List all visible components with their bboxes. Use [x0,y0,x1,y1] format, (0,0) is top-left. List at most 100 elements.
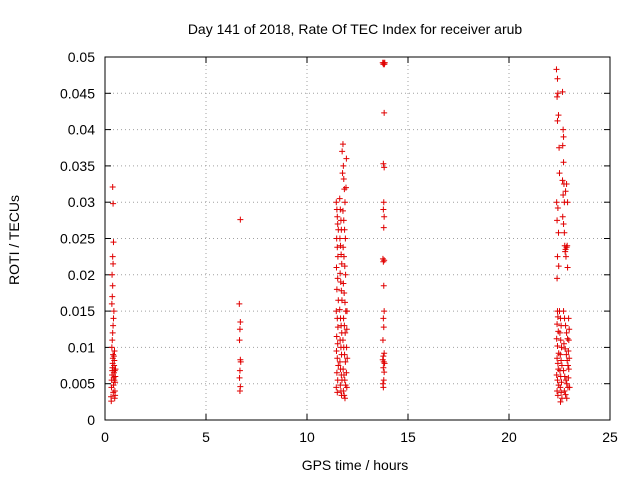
data-point [560,367,567,374]
data-point [554,253,561,260]
data-points [108,59,573,405]
data-point [559,88,566,95]
data-point [343,369,350,376]
data-point [558,379,565,386]
data-point [336,358,343,365]
data-point [343,326,350,333]
data-point [237,216,244,223]
data-point [334,213,341,220]
data-point [342,271,349,278]
data-point [380,324,387,331]
data-point [340,387,347,394]
data-point [565,366,572,373]
axes: 0 5 10 15 20 25 0 0.005 0.01 0.015 0.02 0.025 0.03 0.… [60,49,618,445]
data-point [555,229,562,236]
data-point [112,366,119,373]
data-point [111,367,118,374]
data-point [333,348,340,355]
data-point [562,253,569,260]
data-point [380,206,387,213]
data-point [236,337,243,344]
data-point [334,253,341,260]
data-point [564,264,571,271]
y-tick-label: 0.04 [68,122,95,138]
data-point [553,199,560,206]
data-point [553,66,560,73]
data-point [334,355,341,362]
data-point [381,369,388,376]
data-point [554,275,561,282]
data-point [334,340,341,347]
data-point [341,322,348,329]
data-point [110,239,117,246]
data-point [109,337,116,344]
data-point [380,282,387,289]
data-point [559,213,566,220]
data-point [236,326,243,333]
data-point [334,275,341,282]
data-point [381,213,388,220]
data-point [342,358,349,365]
data-point [341,199,348,206]
data-point [554,93,561,100]
data-point [338,297,345,304]
data-point [380,315,387,322]
data-point [342,329,349,336]
data-point [340,244,347,251]
data-point [108,344,115,351]
y-tick-label: 0.045 [60,85,95,101]
data-point [341,289,348,296]
y-tick-label: 0.05 [68,49,95,65]
data-point [381,109,388,116]
data-point [560,220,567,227]
data-point [379,337,386,344]
data-point [108,300,115,307]
y-tick-label: 0.01 [68,339,95,355]
data-point [336,195,343,202]
data-point [566,326,573,333]
data-point [110,322,117,329]
data-point [553,371,560,378]
data-point [554,360,561,367]
data-point [342,235,349,242]
data-point [341,351,348,358]
data-point [554,313,561,320]
data-point [343,155,350,162]
data-point [109,253,116,260]
grid-lines [105,57,610,420]
data-point [556,144,563,151]
data-point [556,329,563,336]
data-point [338,260,345,267]
data-point [237,358,244,365]
data-point [555,263,562,270]
chart-title: Day 141 of 2018, Rate Of TEC Index for r… [188,21,523,37]
data-point [560,191,567,198]
data-point [109,329,116,336]
data-point [564,199,571,206]
data-point [110,308,117,315]
data-point [554,205,561,212]
data-point [562,322,569,329]
data-point [333,384,340,391]
data-point [111,377,118,384]
data-point [339,141,346,148]
data-point [340,175,347,182]
data-point [561,373,568,380]
data-point [109,293,116,300]
y-tick-label: 0.02 [68,267,95,283]
data-point [554,387,561,394]
data-point [381,164,388,171]
data-point [333,308,340,315]
data-point [380,224,387,231]
y-tick-label: 0 [87,412,95,428]
data-point [560,159,567,166]
data-point [111,348,118,355]
data-point [563,181,570,188]
data-point [557,384,564,391]
data-point [556,170,563,177]
data-point [563,395,570,402]
data-point [560,340,567,347]
data-point [342,184,349,191]
data-point [339,337,346,344]
